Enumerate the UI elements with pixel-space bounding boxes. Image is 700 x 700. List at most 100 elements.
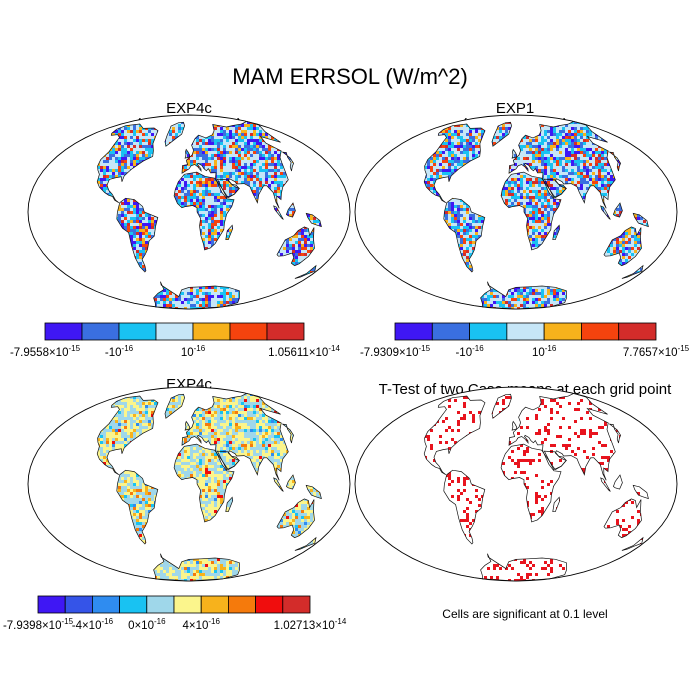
colorbar-tick-label: -4×10-16 (72, 617, 113, 632)
coastline-africa (500, 443, 562, 523)
coastline-arabia (543, 450, 567, 471)
colorbar-swatch (431, 322, 470, 341)
main-title: MAM ERRSOL (W/m^2) (0, 64, 700, 90)
colorbar-swatch (173, 595, 202, 614)
coastline-madagascar (225, 224, 234, 241)
coastline-madagascar (225, 496, 234, 513)
coastline-madagascar (552, 496, 561, 513)
coastline-japan (608, 151, 621, 172)
coastline-south-america (116, 469, 159, 545)
colorbar-swatch (282, 595, 311, 614)
colorbar-swatch (394, 322, 433, 341)
coastline-japan (608, 423, 621, 444)
coastline-new-zealand (294, 264, 317, 279)
colorbar-1 (44, 322, 305, 341)
colorbar-tick-label: 10-16 (532, 344, 556, 359)
coastline-uk (511, 148, 517, 159)
colorbar-swatch (118, 322, 157, 341)
map-panel-1 (27, 114, 351, 310)
colorbar-tick-label: -10-16 (455, 344, 483, 359)
coastline-new-guinea (305, 212, 322, 228)
coastline-sumatra (273, 205, 284, 220)
coastline-north-america (96, 395, 159, 475)
coastline-south-america (116, 197, 159, 273)
colorbar-swatch (92, 595, 121, 614)
panel-1-title-line1: EXP4c (30, 101, 348, 117)
coastline-eurasia (181, 121, 289, 209)
map-panel-4 (354, 386, 678, 582)
colorbar-swatch (37, 595, 66, 614)
coastline-uk (184, 148, 190, 159)
coastline-japan (281, 423, 294, 444)
coastline-south-america (443, 197, 486, 273)
colorbar-swatch (581, 322, 620, 341)
coastline-sumatra (600, 477, 611, 492)
coastline-north-america (96, 123, 159, 203)
coastline-south-america (443, 469, 486, 545)
coastline-uk (511, 420, 517, 431)
colorbar-tick-label: -7.9309×10-15 (360, 344, 430, 359)
colorbar-swatch (192, 322, 231, 341)
coastline-new-guinea (632, 212, 649, 228)
map-panel-2 (354, 114, 678, 310)
coastline-antarctica (153, 281, 240, 310)
colorbar-tick-label: 10-16 (181, 344, 205, 359)
coastline-greenland (164, 121, 185, 147)
coastline-eurasia (181, 393, 289, 481)
coastline-australia (603, 226, 642, 267)
coastline-madagascar (552, 224, 561, 241)
coastline-new-guinea (305, 484, 322, 500)
coastline-antarctica (153, 553, 240, 582)
coastline-uk (184, 420, 190, 431)
colorbar-swatch (119, 595, 148, 614)
coastline-arabia (216, 450, 240, 471)
coastline-sumatra (273, 477, 284, 492)
coastline-australia (276, 498, 315, 539)
coastline-north-america (423, 395, 486, 475)
coastline-borneo (285, 474, 296, 490)
coastline-australia (276, 226, 315, 267)
coastline-borneo (612, 474, 623, 490)
colorbar-swatch (64, 595, 93, 614)
coastline-north-america (423, 123, 486, 203)
panel-2-title-line1: EXP1 (356, 101, 674, 117)
colorbar-tick-label: 7.7657×10-15 (623, 344, 689, 359)
coastline-africa (173, 171, 235, 251)
colorbar-tick-label: 0×10-16 (128, 617, 165, 632)
globe-border (354, 386, 678, 582)
colorbar-swatch (255, 595, 284, 614)
colorbar-swatch (227, 595, 256, 614)
colorbar-swatch (543, 322, 582, 341)
colorbar-tick-label: 1.02713×10-14 (274, 617, 347, 632)
colorbar-swatch (229, 322, 268, 341)
colorbar-tick-label: -7.9558×10-15 (10, 344, 80, 359)
coastline-greenland (491, 393, 512, 419)
colorbar-2 (394, 322, 657, 341)
map-panel-3 (27, 386, 351, 582)
coastline-africa (500, 171, 562, 251)
colorbar-tick-label: -7.9398×10-15 (3, 617, 73, 632)
coastline-borneo (612, 202, 623, 218)
coastline-eurasia (508, 393, 616, 481)
globe-border (27, 114, 351, 310)
globe-border (354, 114, 678, 310)
colorbar-swatch (266, 322, 305, 341)
coastline-sumatra (600, 205, 611, 220)
colorbar-swatch (155, 322, 194, 341)
coastline-arabia (216, 178, 240, 199)
coastline-greenland (491, 121, 512, 147)
significance-note: Cells are significant at 0.1 level (350, 607, 700, 621)
colorbar-swatch (200, 595, 229, 614)
coastline-borneo (285, 202, 296, 218)
coastline-new-zealand (621, 536, 644, 551)
coastline-antarctica (480, 553, 567, 582)
coastline-arabia (543, 178, 567, 199)
coastline-antarctica (480, 281, 567, 310)
coastline-new-guinea (632, 484, 649, 500)
colorbar-3 (37, 595, 311, 614)
colorbar-tick-label: 4×10-16 (182, 617, 219, 632)
coastline-africa (173, 443, 235, 523)
colorbar-swatch (146, 595, 175, 614)
